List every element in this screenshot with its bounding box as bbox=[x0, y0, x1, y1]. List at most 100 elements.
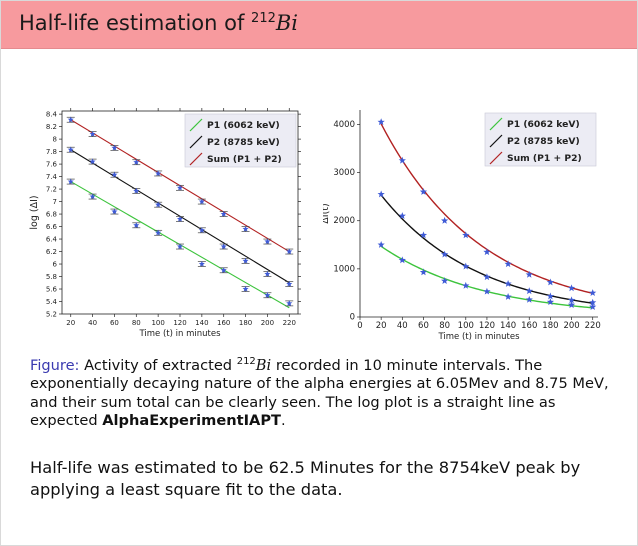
chart1-series1-point bbox=[242, 285, 249, 292]
chart1-x-tick-label: 120 bbox=[173, 319, 186, 327]
chart2-x-tick-label: 40 bbox=[397, 321, 408, 331]
chart1-series1-point bbox=[111, 208, 118, 215]
chart2-series1-point bbox=[419, 268, 428, 276]
chart2-series1-point bbox=[525, 295, 533, 303]
chart2-x-tick-label: 100 bbox=[458, 321, 474, 331]
chart1-y-tick-label: 5.6 bbox=[46, 286, 58, 294]
chart1-y-tick-label: 6.4 bbox=[46, 236, 58, 244]
chart2-series1-point bbox=[589, 303, 597, 310]
chart1-x-tick-label: 100 bbox=[151, 319, 164, 327]
chart1-series2-point bbox=[242, 257, 249, 264]
chart2-x-tick-label: 200 bbox=[563, 321, 579, 331]
chart1-series2-point bbox=[67, 146, 74, 153]
chart2-series2-point bbox=[546, 292, 555, 300]
chart1-y-tick-label: 8.4 bbox=[46, 111, 58, 119]
chart1-y-tick-label: 7.2 bbox=[46, 186, 57, 194]
chart2-series2-point bbox=[441, 250, 449, 258]
chart1-series3-point bbox=[67, 116, 74, 123]
activity-chart: 0 20 40 60 80 100 120 140 160 180 200 220 0 1000 2000 3… bbox=[323, 110, 601, 341]
chart2-series3-point bbox=[377, 118, 385, 126]
chart2-series2-point bbox=[567, 296, 576, 304]
chart2-legend-line bbox=[489, 134, 503, 148]
chart1-series2-point bbox=[198, 227, 205, 233]
chart2-series1-point bbox=[377, 240, 385, 248]
chart1-legend-label: P2 (8785 keV) bbox=[207, 137, 280, 148]
chart2-y-tick-label: 2000 bbox=[333, 216, 355, 226]
chart1-y-tick-label: 5.8 bbox=[46, 273, 57, 281]
chart1-x-axis-label: Time (t) in minutes bbox=[138, 329, 221, 339]
chart1-legend-line bbox=[189, 118, 203, 132]
chart2-x-axis-label: Time (t) in minutes bbox=[437, 332, 520, 341]
chart1-series2-point bbox=[286, 280, 293, 287]
chart2-series1-point bbox=[398, 256, 406, 264]
chart2-series3-point bbox=[589, 289, 597, 296]
chart1-series3-point bbox=[198, 198, 205, 205]
chart2-series2-point bbox=[589, 298, 597, 306]
chart2-series3-point bbox=[546, 278, 555, 286]
chart2-legend-line bbox=[489, 151, 503, 165]
chart1-series3-point bbox=[111, 144, 118, 151]
caption-text-2: recorded in 10 minute intervals. The exp… bbox=[30, 356, 609, 430]
chart2-series3-point bbox=[525, 270, 533, 278]
chart2-legend-label: P2 (8785 keV) bbox=[507, 136, 580, 147]
chart2-x-tick-label: 160 bbox=[521, 321, 537, 331]
chart1-series1-point bbox=[264, 292, 271, 298]
chart1-series2-point bbox=[133, 187, 140, 194]
figure-caption: Figure: Activity of extracted 212Bi reco… bbox=[30, 353, 620, 430]
title-element: Bi bbox=[275, 11, 299, 35]
chart2-series3-point bbox=[462, 231, 470, 239]
chart2-series2-point bbox=[462, 262, 470, 270]
chart1-legend-label: Sum (P1 + P2) bbox=[207, 154, 282, 165]
chart2-series2-point bbox=[504, 279, 512, 287]
chart1-y-tick-label: 6.8 bbox=[46, 211, 57, 219]
chart2-y-tick-label: 0 bbox=[350, 313, 355, 323]
chart1-series3-point bbox=[89, 130, 96, 137]
chart1-series1-point bbox=[286, 300, 293, 306]
chart1-y-axis-label: log (ΔI) bbox=[29, 195, 40, 229]
chart1-series2-point bbox=[155, 201, 162, 208]
chart1-series3-point bbox=[155, 170, 162, 177]
chart1-series1-point bbox=[89, 193, 96, 200]
chart2-x-tick-label: 120 bbox=[479, 321, 495, 331]
chart2-series1-point bbox=[504, 292, 512, 300]
chart2-series2-point bbox=[483, 273, 491, 281]
chart2-series3-point bbox=[567, 284, 576, 292]
caption-mass-number: 212 bbox=[236, 356, 256, 367]
title-mass-number: 212 bbox=[251, 11, 276, 26]
chart1-x-tick-label: 180 bbox=[239, 319, 252, 327]
chart1-series2-point bbox=[220, 243, 227, 250]
chart1-legend-label: P1 (6062 keV) bbox=[207, 120, 280, 131]
chart1-y-tick-label: 7.8 bbox=[46, 148, 57, 156]
chart2-x-tick-label: 60 bbox=[418, 321, 429, 331]
caption-text-1: Activity of extracted bbox=[79, 356, 237, 374]
chart1-series3-point bbox=[133, 159, 140, 165]
chart1-series1-point bbox=[67, 178, 74, 185]
chart1-x-tick-label: 40 bbox=[88, 319, 97, 327]
chart1-series3-point bbox=[286, 248, 293, 255]
chart2-y-axis-label: ΔI(t) bbox=[323, 203, 331, 223]
chart2-x-tick-label: 0 bbox=[357, 321, 362, 331]
chart2-series1-point bbox=[546, 298, 555, 306]
chart1-y-tick-label: 7.6 bbox=[46, 161, 58, 169]
chart2-x-tick-label: 140 bbox=[500, 321, 516, 331]
chart2-series2-point bbox=[419, 231, 428, 239]
title-prefix: Half-life estimation of bbox=[19, 11, 252, 35]
chart1-y-tick-label: 8.2 bbox=[46, 123, 57, 131]
chart1-x-tick-label: 220 bbox=[283, 319, 296, 327]
caption-end: . bbox=[281, 412, 286, 430]
chart2-series3-point bbox=[504, 260, 512, 268]
chart1-series1-point bbox=[155, 229, 162, 236]
chart1-series3-point bbox=[220, 210, 227, 217]
chart1-series3-point bbox=[242, 225, 249, 232]
chart2-series1-point bbox=[441, 277, 449, 284]
chart1-series1-point bbox=[176, 243, 184, 250]
chart1-x-tick-label: 140 bbox=[195, 319, 208, 327]
chart2-series3-point bbox=[441, 216, 449, 224]
chart2-series1-point bbox=[462, 281, 470, 289]
chart2-y-tick-label: 3000 bbox=[333, 168, 355, 178]
chart1-series2-point bbox=[89, 158, 96, 165]
caption-reference: AlphaExperimentIAPT bbox=[102, 412, 281, 430]
chart1-x-tick-label: 20 bbox=[66, 319, 75, 327]
half-life-summary: Half-life was estimated to be 62.5 Minut… bbox=[30, 458, 581, 499]
